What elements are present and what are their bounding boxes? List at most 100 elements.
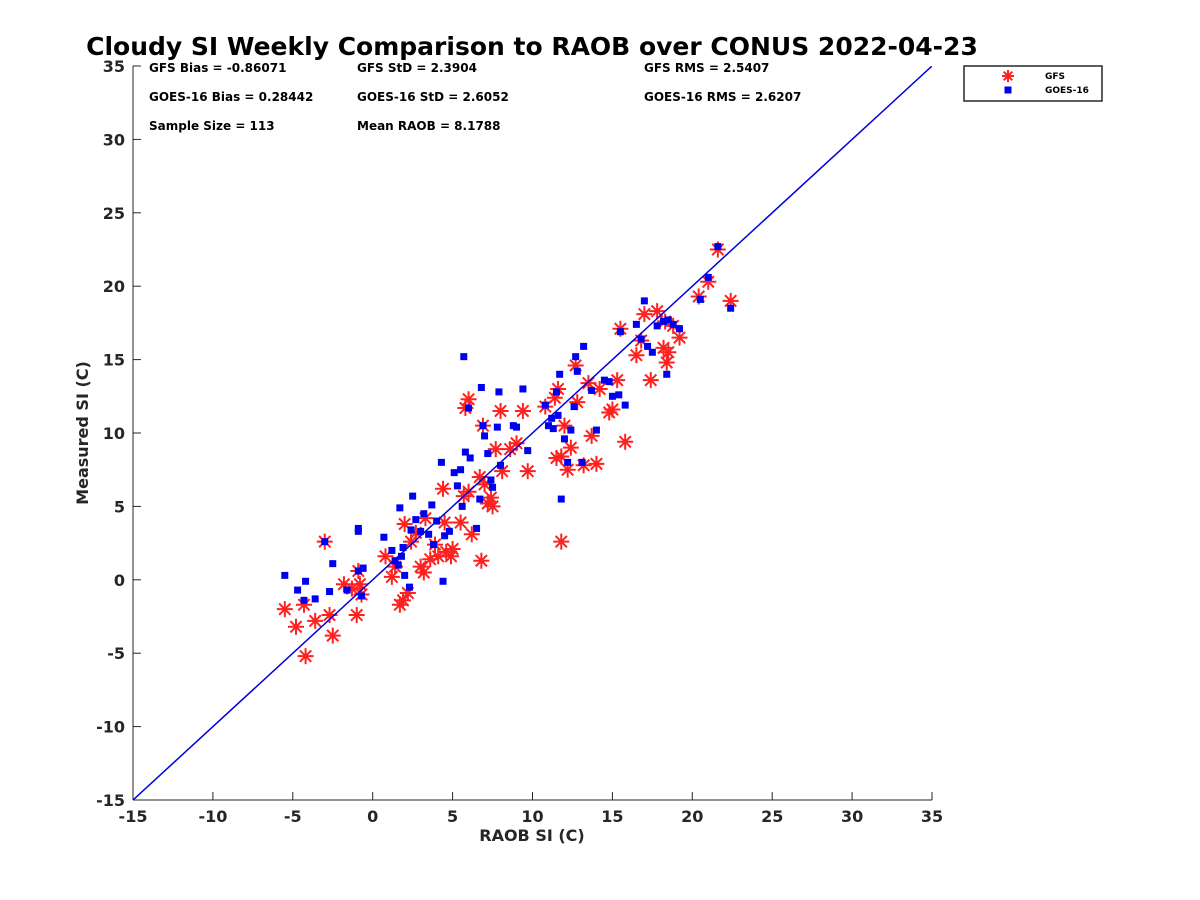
goes16-point xyxy=(428,501,436,509)
goes16-point xyxy=(437,458,445,466)
goes16-point xyxy=(457,466,465,474)
gfs-point xyxy=(287,618,304,635)
goes16-point xyxy=(605,378,613,386)
gfs-point xyxy=(452,514,469,531)
goes16-point xyxy=(445,527,453,535)
goes16-point xyxy=(696,295,704,303)
goes16-point xyxy=(405,583,413,591)
goes16-point xyxy=(541,401,549,409)
chart-title: Cloudy SI Weekly Comparison to RAOB over… xyxy=(86,32,978,61)
stats-block: GFS Bias = -0.86071 GFS StD = 2.3904 GFS R… xyxy=(149,61,801,133)
one-to-one-line xyxy=(133,66,932,800)
gfs-point xyxy=(604,401,621,418)
goes16-point xyxy=(519,385,527,393)
goes16-point xyxy=(479,422,487,430)
x-tick-label: 0 xyxy=(367,807,378,826)
goes16-point xyxy=(388,546,396,554)
goes16-point xyxy=(473,524,481,532)
goes16-point xyxy=(458,502,466,510)
goes16-point xyxy=(572,353,580,361)
goes16-point xyxy=(465,404,473,412)
gfs-point xyxy=(487,441,504,458)
goes16-point xyxy=(329,560,337,568)
goes16-point xyxy=(453,482,461,490)
goes16-point xyxy=(401,571,409,579)
goes16-point xyxy=(497,461,505,469)
series-gfs xyxy=(276,241,739,665)
legend-label: GFS xyxy=(1045,72,1065,82)
goes16-point xyxy=(359,564,367,572)
goes16-point xyxy=(663,370,671,378)
goes16-point xyxy=(441,532,449,540)
goes16-point xyxy=(358,592,366,600)
stat-text: GOES-16 RMS = 2.6207 xyxy=(644,90,801,104)
goes16-point xyxy=(548,414,556,422)
y-tick-label: -15 xyxy=(96,791,125,810)
y-tick-label: 30 xyxy=(103,130,125,149)
gfs-point xyxy=(444,540,461,557)
goes16-point xyxy=(302,577,310,585)
data-points xyxy=(133,66,932,800)
gfs-point xyxy=(628,347,645,364)
goes16-point xyxy=(513,423,521,431)
goes16-point xyxy=(567,426,575,434)
goes16-point xyxy=(660,317,668,325)
x-tick-label: 5 xyxy=(447,807,458,826)
goes16-point xyxy=(420,510,428,518)
gfs-point xyxy=(383,568,400,585)
gfs-point xyxy=(473,552,490,569)
legend-box xyxy=(963,65,1103,102)
x-tick-label: 30 xyxy=(841,807,863,826)
y-tick-label: 0 xyxy=(114,571,125,590)
goes16-point xyxy=(294,586,302,594)
goes16-point xyxy=(394,561,402,569)
goes16-point xyxy=(564,458,572,466)
goes16-point xyxy=(466,454,474,462)
goes16-point xyxy=(412,516,420,524)
gfs-point xyxy=(660,344,677,361)
y-tick-label: 20 xyxy=(103,277,125,296)
goes16-point xyxy=(354,567,362,575)
y-tick-label: 25 xyxy=(103,204,125,223)
goes16-point xyxy=(664,316,672,324)
goes16-point xyxy=(300,596,308,604)
goes16-point xyxy=(554,411,562,419)
goes16-point xyxy=(477,383,485,391)
goes16-point xyxy=(648,348,656,356)
x-tick-label: -10 xyxy=(198,807,227,826)
goes16-point xyxy=(409,492,417,500)
goes16-point xyxy=(481,432,489,440)
gfs-point xyxy=(642,372,659,389)
goes16-point xyxy=(417,527,425,535)
goes16-point xyxy=(311,595,319,603)
gfs-point xyxy=(514,402,531,419)
goes16-point xyxy=(380,533,388,541)
gfs-point xyxy=(617,433,634,450)
goes16-point xyxy=(397,552,405,560)
goes16-point xyxy=(727,304,735,312)
goes16-point xyxy=(487,476,495,484)
gfs-point xyxy=(403,533,420,550)
goes16-point xyxy=(524,447,532,455)
stat-text: GOES-16 Bias = 0.28442 xyxy=(149,90,313,104)
goes16-point xyxy=(588,386,596,394)
goes16-point xyxy=(425,530,433,538)
goes16-point xyxy=(653,322,661,330)
goes16-point xyxy=(592,426,600,434)
goes16-point xyxy=(450,469,458,477)
legend-label: GOES-16 xyxy=(1045,86,1089,96)
stat-text: GFS StD = 2.3904 xyxy=(357,61,477,75)
y-axis-label: Measured SI (C) xyxy=(73,361,92,505)
x-tick-label: -5 xyxy=(284,807,302,826)
legend-goes16-marker xyxy=(1004,86,1012,94)
goes16-point xyxy=(608,392,616,400)
legend: GFS GOES-16 xyxy=(963,65,1103,102)
gfs-point xyxy=(519,463,536,480)
gfs-point xyxy=(348,607,365,624)
gfs-point xyxy=(492,402,509,419)
goes16-point xyxy=(552,388,560,396)
goes16-point xyxy=(461,448,469,456)
goes16-point xyxy=(573,367,581,375)
x-axis-label: RAOB SI (C) xyxy=(479,826,584,845)
